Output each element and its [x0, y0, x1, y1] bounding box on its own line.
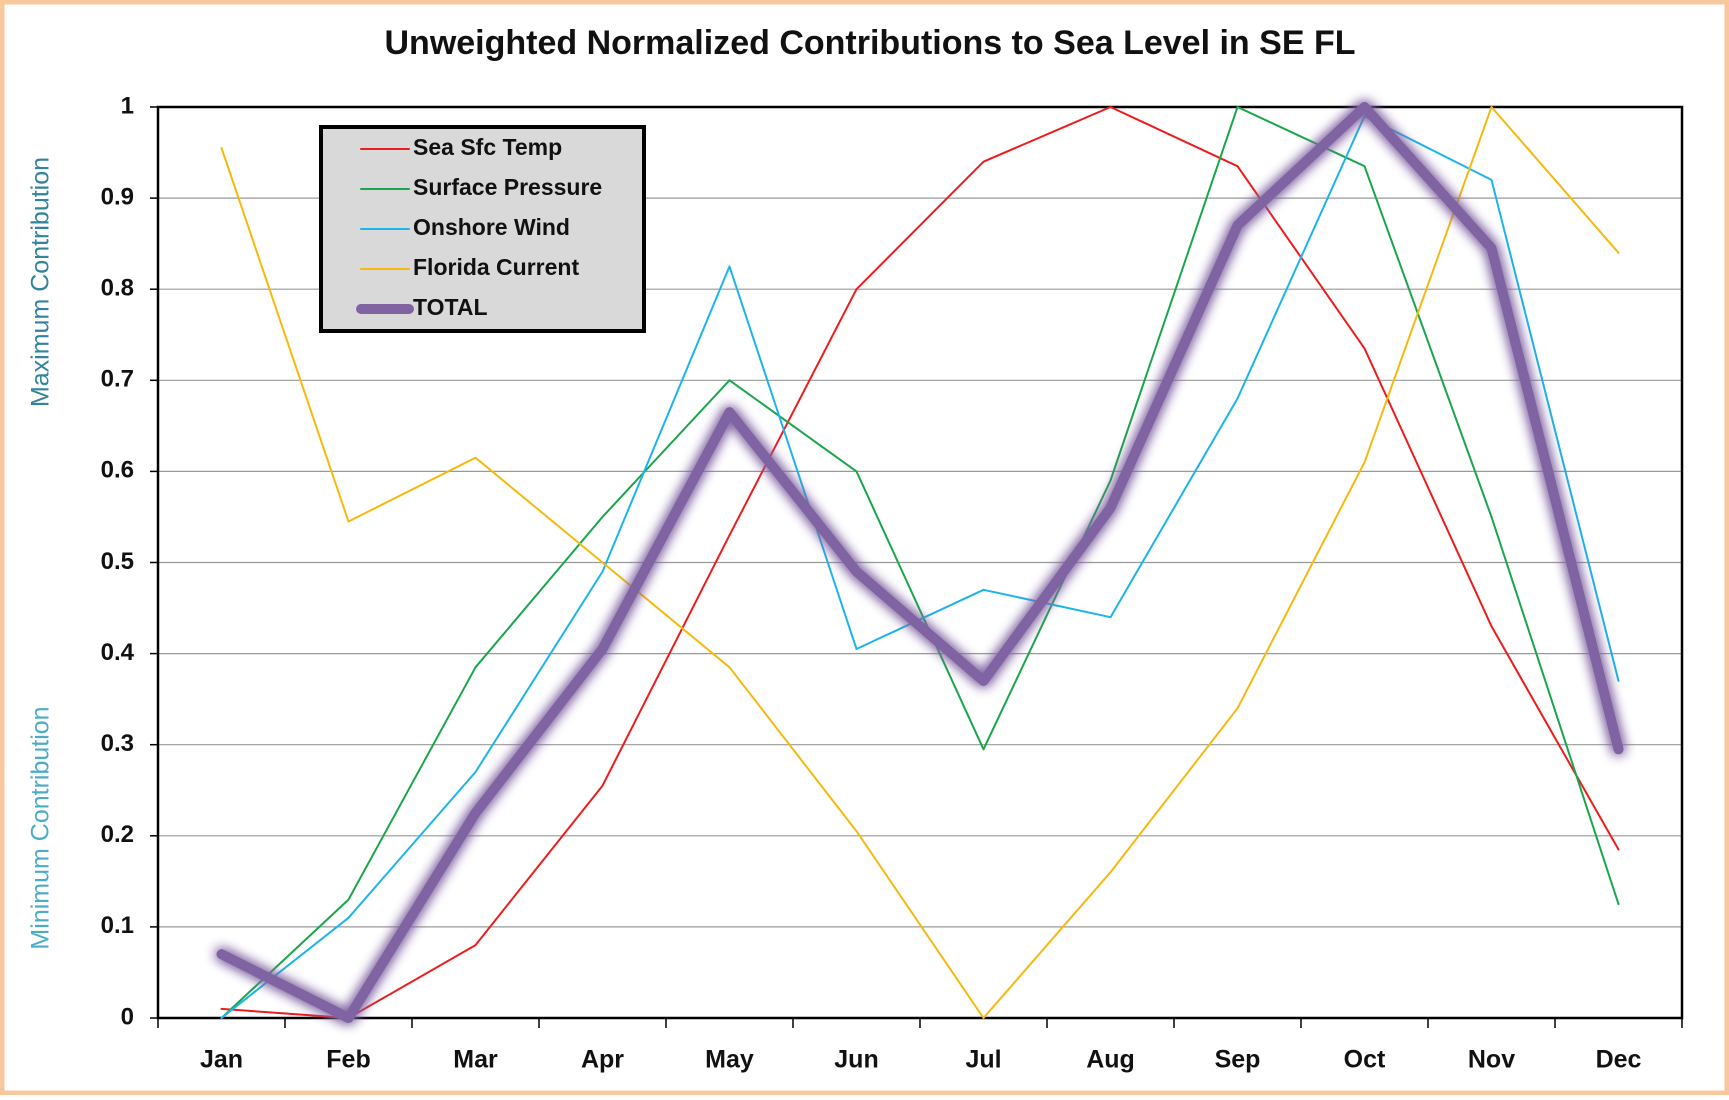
- chart-title: Unweighted Normalized Contributions to S…: [385, 24, 1356, 62]
- series-line: [216, 102, 1624, 1023]
- series-line: [220, 106, 1620, 1019]
- y-axis-label: Minimum Contribution: [27, 706, 55, 949]
- legend-label: Surface Pressure: [413, 174, 602, 200]
- legend-label: TOTAL: [413, 294, 488, 320]
- y-tick-label: 0.8: [101, 275, 134, 302]
- y-tick-label: 0.3: [101, 730, 134, 757]
- x-tick-label: Jul: [965, 1046, 1001, 1074]
- legend-label: Onshore Wind: [413, 214, 570, 240]
- x-tick-label: Oct: [1344, 1046, 1386, 1074]
- x-tick-label: Jan: [200, 1046, 243, 1074]
- y-tick-label: 0.4: [101, 639, 135, 666]
- y-axis-label: Maximum Contribution: [27, 157, 55, 407]
- legend-label: Sea Sfc Temp: [413, 134, 562, 160]
- y-tick-label: 1: [121, 92, 134, 119]
- series-line: [220, 106, 1620, 1019]
- y-tick-label: 0.2: [101, 821, 134, 848]
- y-tick-label: 0.7: [101, 366, 134, 393]
- x-tick-label: Jun: [834, 1046, 878, 1074]
- y-tick-label: 0: [121, 1003, 134, 1030]
- x-tick-label: May: [705, 1046, 754, 1074]
- x-tick-label: Mar: [453, 1046, 498, 1074]
- x-tick-label: Sep: [1215, 1046, 1261, 1074]
- plot-border: [156, 105, 1684, 1020]
- y-tick-label: 0.9: [101, 183, 134, 210]
- x-tick-label: Apr: [581, 1046, 624, 1074]
- y-tick-label: 0.1: [101, 912, 134, 939]
- x-tick-label: Nov: [1468, 1046, 1515, 1074]
- y-tick-label: 0.6: [101, 457, 134, 484]
- x-tick-label: Dec: [1596, 1046, 1642, 1074]
- legend-label: Florida Current: [413, 254, 579, 280]
- series-line: [220, 106, 1620, 1019]
- x-tick-label: Feb: [326, 1046, 370, 1074]
- x-tick-label: Aug: [1086, 1046, 1135, 1074]
- y-tick-label: 0.5: [101, 548, 134, 575]
- legend: Sea Sfc Temp Surface Pressure Onshore Wind…: [319, 125, 646, 333]
